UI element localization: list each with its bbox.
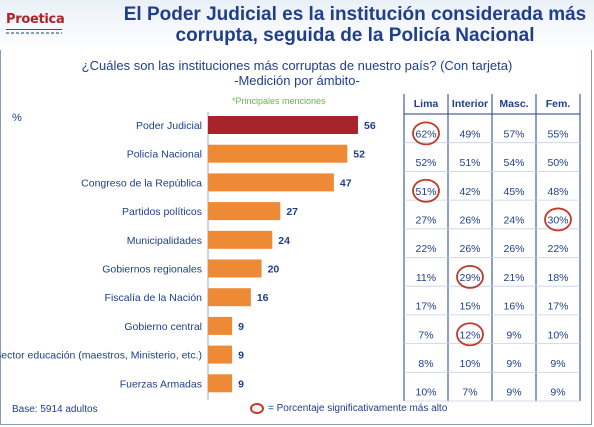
data-label-4: 27 [286,206,298,218]
logo-text: Proetica [6,12,65,27]
table-cell-r9-c4: 9% [550,358,565,370]
category-label-9: Sector educación (maestros, Ministerio, … [0,350,202,362]
column-header-3: Masc. [499,98,528,110]
bar-3 [208,173,334,192]
bar-1 [208,116,358,134]
table-cell-r8-c4: 10% [547,329,568,341]
data-label-6: 20 [268,264,280,276]
highlight-circle-3 [544,207,572,232]
data-label-5: 24 [278,235,290,247]
table-cell-r6-c2: 29% [459,272,480,284]
category-label-10: Fuerzas Armadas [120,378,202,390]
category-label-1: Poder Judicial [136,120,202,132]
category-label-5: Municipalidades [127,235,202,247]
table-cell-r8-c1: 7% [418,329,433,341]
table-cell-r3-c2: 42% [459,186,480,198]
data-label-10: 9 [238,378,244,390]
data-label-3: 47 [340,177,352,189]
table-cell-r2-c1: 52% [415,157,436,169]
table-cell-r6-c1: 11% [416,272,436,284]
table-cell-r7-c4: 17% [547,301,568,313]
table-cell-r2-c3: 54% [503,157,524,169]
table-cell-r7-c2: 15% [459,301,480,313]
table-cell-r6-c3: 21% [503,272,524,284]
data-label-8: 9 [238,321,244,333]
table-cell-r5-c4: 22% [547,243,568,255]
table-cell-r5-c2: 26% [459,243,480,255]
category-label-8: Gobierno central [124,321,202,333]
proetica-logo: Proetica [6,12,65,42]
percent-label: % [12,112,22,124]
table-cell-r8-c3: 9% [506,329,521,341]
category-label-4: Partidos políticos [122,206,202,218]
bar-8 [208,316,233,335]
bar-4 [208,202,281,221]
table-cell-r4-c2: 26% [459,214,480,226]
category-label-6: Gobiernos regionales [102,264,202,276]
table-cell-r8-c2: 12% [459,329,480,341]
table-cell-r10-c3: 9% [506,387,521,399]
highlight-circle-1 [412,121,440,146]
table-cell-r7-c3: 16% [503,301,524,313]
data-label-2: 52 [353,149,365,161]
column-header-4: Fem. [546,98,571,110]
category-label-3: Congreso de la República [81,177,202,189]
bar-5 [208,230,273,249]
table-cell-r3-c1: 51% [415,186,436,198]
table-cell-r9-c1: 8% [418,358,433,370]
slide-title: El Poder Judicial es la institución cons… [123,4,587,46]
table-cell-r7-c1: 17% [415,301,436,313]
table-cell-r10-c1: 10% [415,387,436,399]
table-cell-r5-c1: 22% [415,243,436,255]
table-cell-r3-c3: 45% [503,186,524,198]
table-cell-r3-c4: 48% [547,186,568,198]
legend: = Porcentaje significativamente más alto [250,403,447,414]
table-cell-r1-c1: 62% [415,128,436,140]
mentions-note: *Principales menciones [232,96,326,106]
bar-7 [208,288,251,307]
data-label-9: 9 [238,350,244,362]
bar-9 [208,345,233,364]
bar-6 [208,259,262,278]
header-background [0,0,594,50]
table-cell-r9-c2: 10% [459,358,480,370]
logo-underline [6,29,62,36]
data-label-1: 56 [364,120,376,132]
breakdown-table: Lima Interior Masc. Fem. 62% 49% 57% 55% 52% 51% 5… [403,94,581,402]
table-cell-r4-c4: 30% [547,214,568,226]
table-cell-r1-c3: 57% [503,128,524,140]
table-cell-r6-c4: 18% [547,272,568,284]
survey-subtitle: -Medición por ámbito- [234,73,360,88]
category-label-7: Fiscalía de la Nación [105,292,203,304]
highlight-circle-4 [456,264,484,289]
circle-legend-icon [250,403,264,414]
category-label-2: Policía Nacional [127,149,202,161]
bar-10 [208,374,233,393]
column-header-2: Interior [452,98,488,110]
base-note: Base: 5914 adultos [12,404,98,415]
data-label-7: 16 [257,292,269,304]
table-cell-r10-c2: 7% [462,387,477,399]
bar-2 [208,144,348,163]
table-cell-r10-c4: 9% [550,387,565,399]
survey-question: ¿Cuáles son las instituciones más corrup… [81,58,513,73]
table-cell-r2-c4: 50% [547,157,568,169]
table-cell-r5-c3: 26% [503,243,524,255]
table-cell-r2-c2: 51% [459,157,480,169]
table-cell-r1-c2: 49% [459,128,480,140]
table-cell-r1-c4: 55% [547,128,568,140]
table-cell-r4-c3: 24% [503,214,524,226]
bar-chart: Poder Judicial 56 Policía Nacional 52 Congre… [0,112,376,400]
highlight-circle-5 [456,322,484,347]
legend-text: = Porcentaje significativamente más alto [268,403,448,414]
table-cell-r4-c1: 27% [415,214,436,226]
highlight-circle-2 [412,178,440,203]
table-cell-r9-c3: 9% [506,358,521,370]
column-header-1: Lima [414,98,439,110]
